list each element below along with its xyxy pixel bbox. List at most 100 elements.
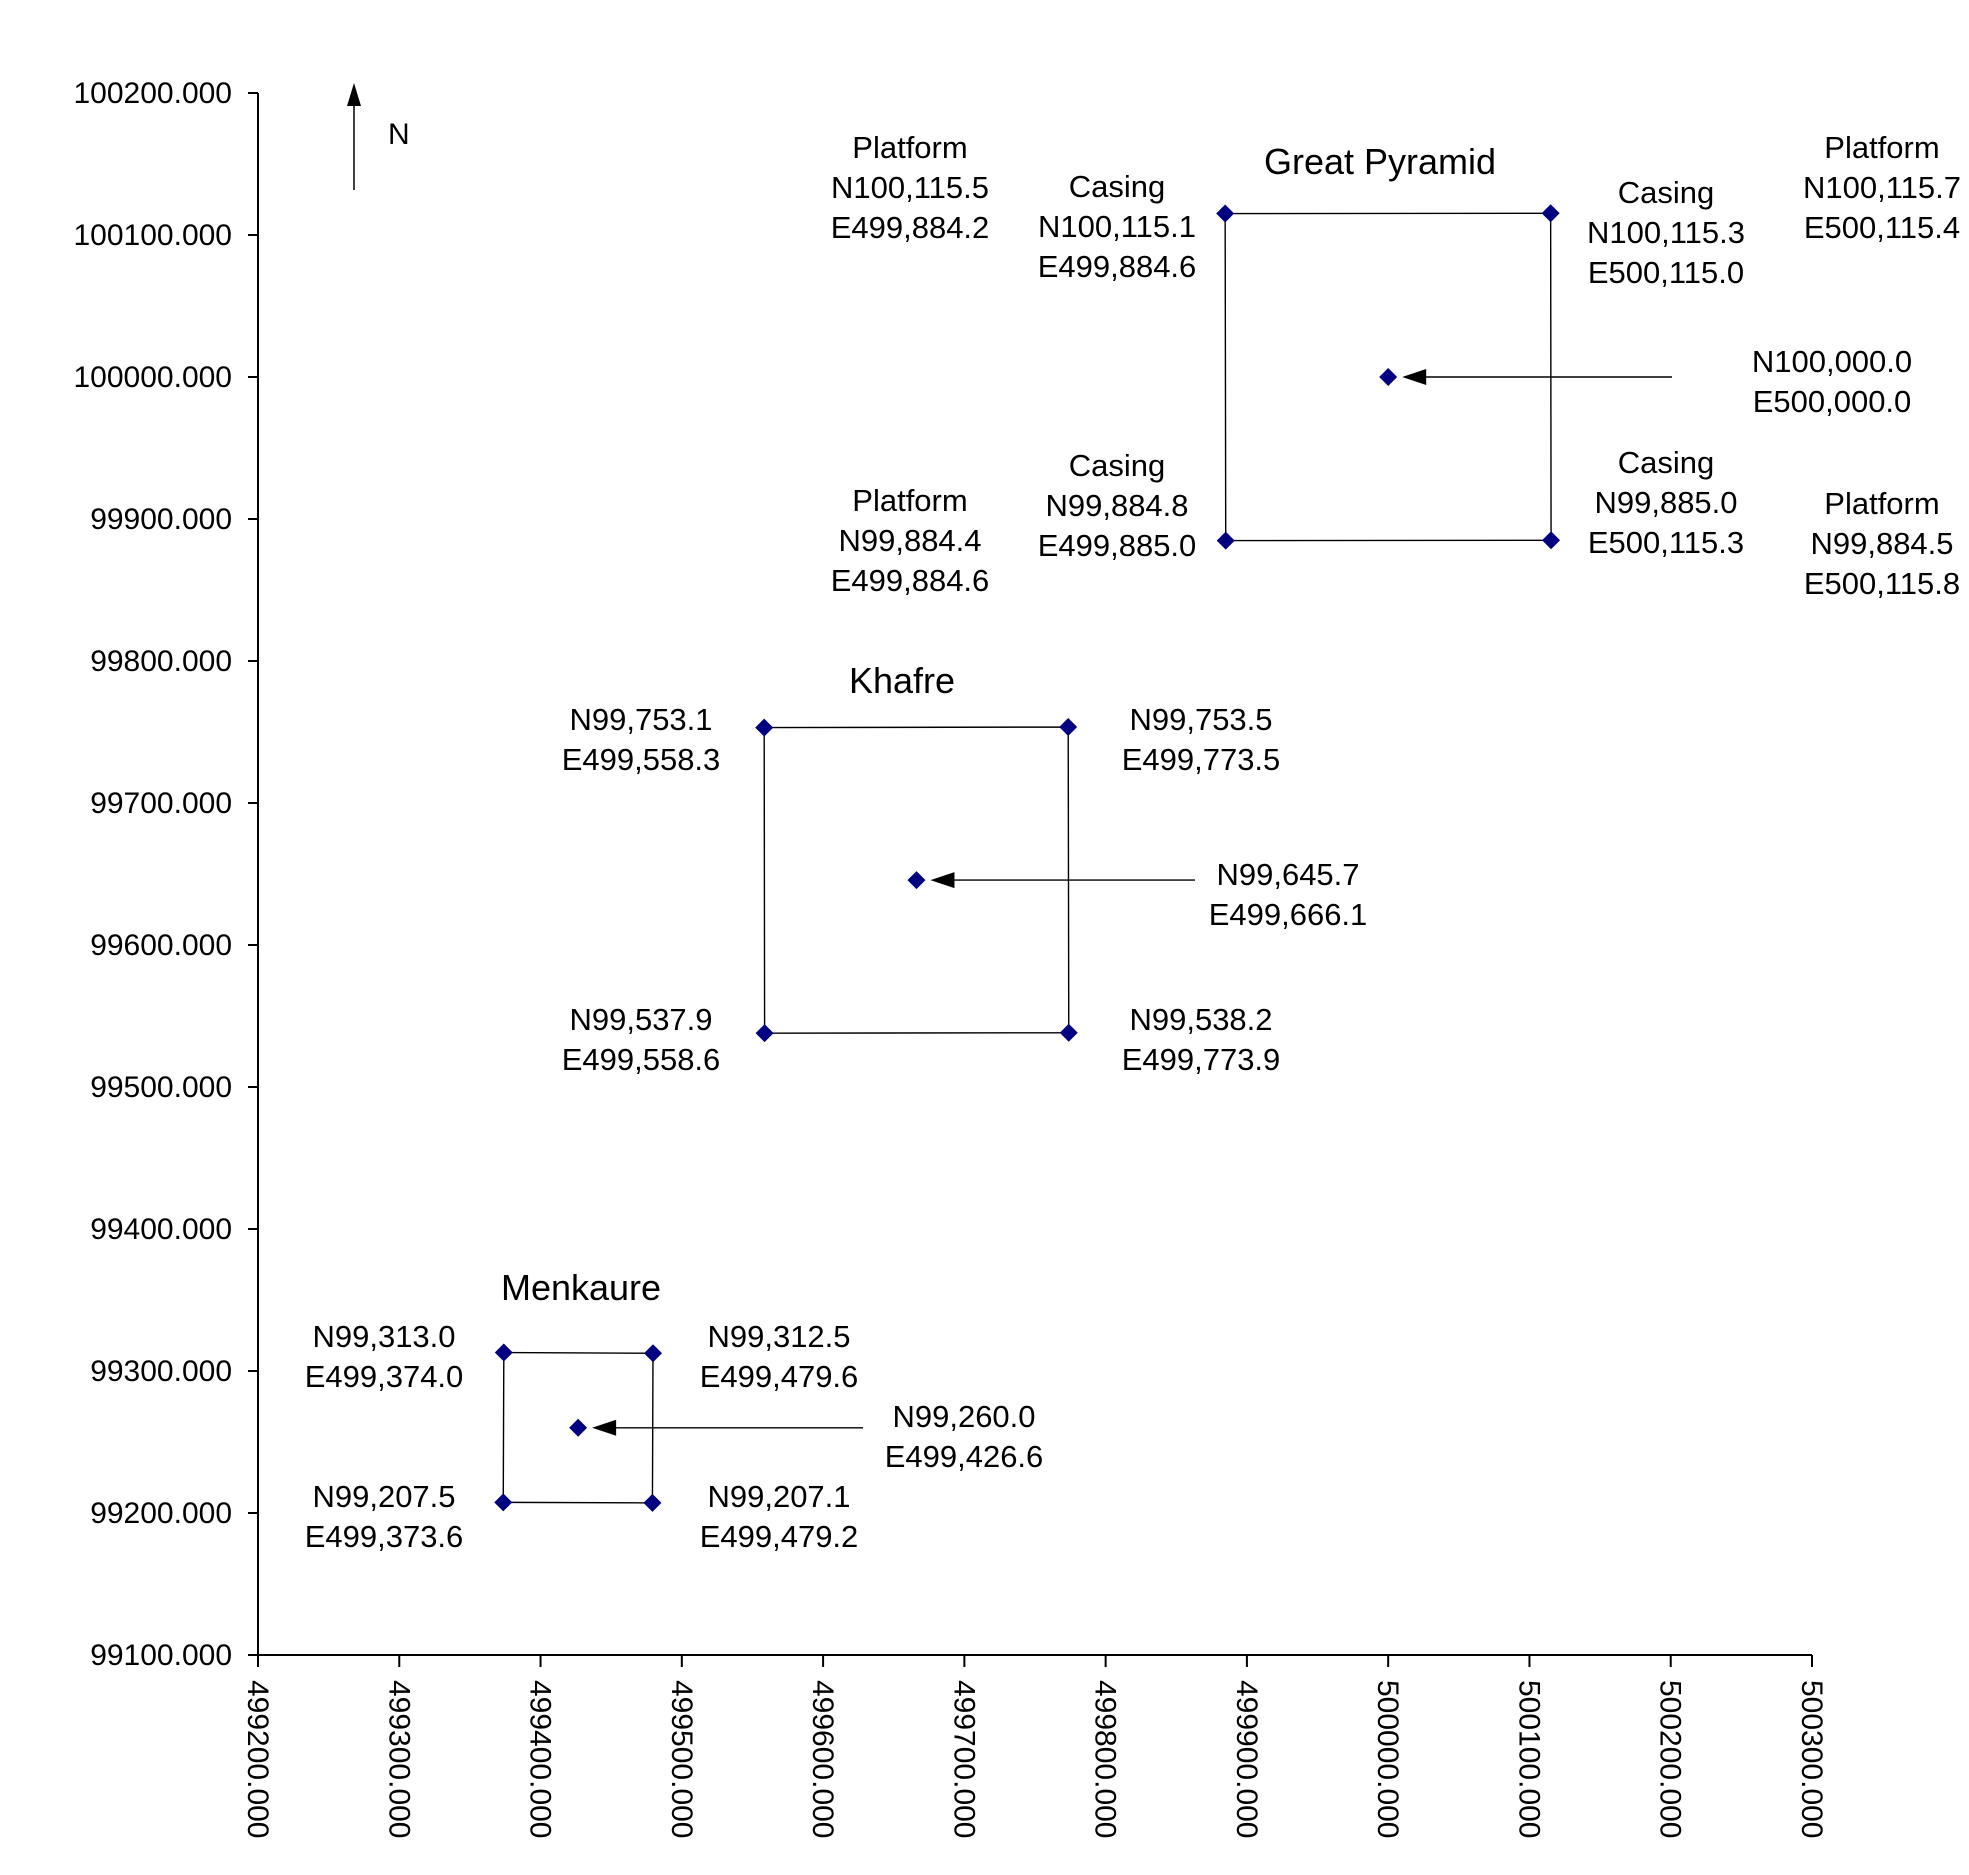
y-tick-label: 99700.000 — [90, 787, 232, 820]
pyramid-title: Menkaure — [501, 1267, 661, 1308]
corner-label-line: Casing — [1069, 169, 1166, 204]
corner-label-line: E499,885.0 — [1038, 528, 1197, 563]
y-tick-label: 100100.000 — [74, 219, 233, 252]
corner-point — [1059, 1023, 1078, 1042]
y-axis-ticks: 100200.000 100100.000 100000.000 99900.000 9… — [74, 77, 258, 1672]
platform-label-line: E500,115.8 — [1804, 566, 1960, 601]
corner-label-line: N99,753.1 — [569, 702, 712, 737]
corner-label-line: N99,537.9 — [569, 1002, 712, 1037]
corner-label-line: E500,115.0 — [1588, 255, 1744, 290]
center-label: N99,260.0 E499,426.6 — [885, 1399, 1044, 1474]
center-label-line: N99,645.7 — [1216, 857, 1359, 892]
y-tick-label: 99900.000 — [90, 503, 232, 536]
platform-label-line: N100,115.7 — [1803, 170, 1961, 205]
platform-label-line: N99,884.5 — [1810, 526, 1953, 561]
y-tick-label: 99400.000 — [90, 1213, 232, 1246]
corner-label-line: N99,885.0 — [1594, 485, 1737, 520]
corner-point — [1216, 204, 1235, 223]
corner-label: N99,207.5 E499,373.6 — [305, 1479, 464, 1554]
center-label-line: N100,000.0 — [1752, 344, 1912, 379]
platform-label-line: N99,884.4 — [838, 523, 981, 558]
center-arrow-head — [1402, 369, 1427, 385]
corner-point — [755, 718, 774, 737]
corner-point — [494, 1343, 513, 1362]
north-arrow: N — [347, 83, 410, 190]
center-label-line: E499,666.1 — [1209, 897, 1368, 932]
platform-label-line: Platform — [1824, 486, 1939, 521]
corner-label-line: Casing — [1069, 448, 1166, 483]
corner-label-line: N100,115.3 — [1587, 215, 1745, 250]
platform-label: Platform N100,115.5 E499,884.2 — [831, 130, 990, 245]
x-tick-label: 500000.000 — [1371, 1680, 1404, 1839]
corner-label-line: E499,479.6 — [700, 1359, 859, 1394]
platform-label-line: Platform — [852, 130, 967, 165]
platform-label: Platform N99,884.5 E500,115.8 — [1804, 486, 1960, 601]
center-point — [1379, 368, 1398, 386]
corner-label-line: N99,313.0 — [312, 1319, 455, 1354]
corner-label: N99,753.5 E499,773.5 — [1122, 702, 1281, 777]
center-label: N99,645.7 E499,666.1 — [1209, 857, 1368, 932]
corner-point — [755, 1024, 774, 1043]
center-label: N100,000.0 E500,000.0 — [1752, 344, 1912, 419]
pyramid-title: Great Pyramid — [1264, 141, 1496, 182]
corner-label: Casing N100,115.1 E499,884.6 — [1038, 169, 1197, 284]
corner-point — [494, 1493, 513, 1512]
corner-label-line: N99,753.5 — [1129, 702, 1272, 737]
y-tick-label: 99300.000 — [90, 1355, 232, 1388]
axes — [257, 93, 1812, 1656]
corner-point — [1541, 204, 1560, 223]
y-tick-label: 99800.000 — [90, 645, 232, 678]
corner-label-line: N99,538.2 — [1129, 1002, 1272, 1037]
corner-label-line: Casing — [1618, 445, 1715, 480]
corner-label: Casing N100,115.3 E500,115.0 — [1587, 175, 1745, 290]
y-tick-label: 99100.000 — [90, 1639, 232, 1672]
corner-point — [643, 1344, 662, 1363]
corner-label-line: N99,207.1 — [707, 1479, 850, 1514]
platform-label-line: E499,884.2 — [831, 210, 990, 245]
corner-label-line: E499,773.5 — [1122, 742, 1281, 777]
corner-label-line: N99,207.5 — [312, 1479, 455, 1514]
y-tick-label: 99200.000 — [90, 1497, 232, 1530]
platform-label: Platform N99,884.4 E499,884.6 — [831, 483, 990, 598]
north-arrow-head — [347, 83, 361, 106]
pyramid-menkaure: Menkaure N99,313.0 E499,374.0 N99,312.5 E499… — [305, 1267, 1044, 1554]
x-tick-label: 499700.000 — [947, 1680, 980, 1839]
center-point — [569, 1418, 588, 1437]
center-arrow-head — [592, 1419, 617, 1436]
center-arrow-head — [930, 872, 955, 889]
y-tick-label: 99600.000 — [90, 929, 232, 962]
center-label-line: N99,260.0 — [892, 1399, 1035, 1434]
corner-label-line: N99,312.5 — [707, 1319, 850, 1354]
pyramid-khafre: Khafre N99,753.1 E499,558.3 N99,753.5 E499,7… — [562, 660, 1368, 1077]
platform-label: Platform N100,115.7 E500,115.4 — [1803, 130, 1961, 245]
y-tick-label: 100000.000 — [74, 361, 233, 394]
corner-label: N99,753.1 E499,558.3 — [562, 702, 721, 777]
x-tick-label: 500200.000 — [1654, 1680, 1687, 1839]
platform-label-line: N100,115.5 — [831, 170, 989, 205]
x-tick-label: 499500.000 — [665, 1680, 698, 1839]
platform-label-line: E500,115.4 — [1804, 210, 1960, 245]
x-tick-label: 499300.000 — [382, 1680, 415, 1839]
x-tick-label: 499900.000 — [1230, 1680, 1263, 1839]
corner-label: N99,313.0 E499,374.0 — [305, 1319, 464, 1394]
corner-label-line: E499,374.0 — [305, 1359, 464, 1394]
corner-label-line: N100,115.1 — [1038, 209, 1196, 244]
corner-point — [1059, 718, 1078, 737]
corner-label-line: E499,479.2 — [700, 1519, 859, 1554]
platform-label-line: E499,884.6 — [831, 563, 990, 598]
corner-label-line: E499,884.6 — [1038, 249, 1197, 284]
corner-point — [1542, 531, 1561, 550]
x-tick-label: 500300.000 — [1795, 1680, 1828, 1839]
corner-label-line: E500,115.3 — [1588, 525, 1744, 560]
y-tick-label: 99500.000 — [90, 1071, 232, 1104]
center-point — [907, 871, 926, 890]
corner-label-line: E499,558.3 — [562, 742, 721, 777]
north-label: N — [388, 118, 410, 151]
corner-label: Casing N99,884.8 E499,885.0 — [1038, 448, 1197, 563]
corner-label-line: E499,373.6 — [305, 1519, 464, 1554]
corner-label: N99,537.9 E499,558.6 — [562, 1002, 721, 1077]
y-tick-label: 100200.000 — [74, 77, 233, 110]
